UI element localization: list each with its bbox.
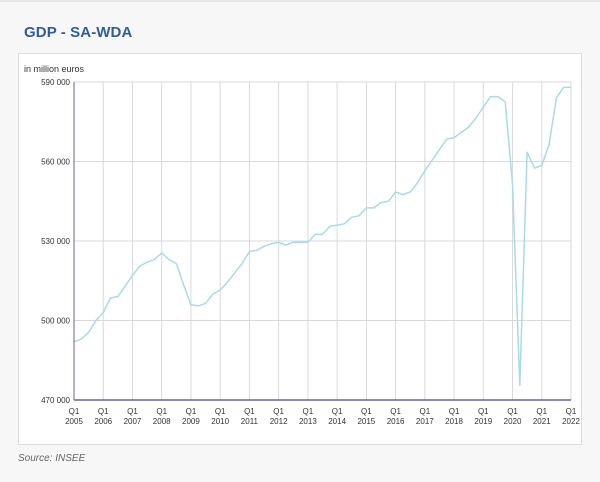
x-tick-year: 2010 bbox=[211, 417, 229, 426]
x-tick-year: 2018 bbox=[445, 417, 463, 426]
x-tick-year: 2020 bbox=[504, 417, 522, 426]
x-tick-year: 2019 bbox=[474, 417, 492, 426]
x-tick-quarter: Q1 bbox=[332, 407, 343, 416]
x-tick-quarter: Q1 bbox=[507, 407, 518, 416]
x-tick-quarter: Q1 bbox=[449, 407, 460, 416]
x-tick-year: 2017 bbox=[416, 417, 434, 426]
x-tick-quarter: Q1 bbox=[69, 407, 80, 416]
y-tick-label: 530 000 bbox=[41, 237, 70, 246]
x-tick-year: 2008 bbox=[153, 417, 171, 426]
x-tick-quarter: Q1 bbox=[361, 407, 372, 416]
x-tick-year: 2007 bbox=[124, 417, 142, 426]
x-tick-quarter: Q1 bbox=[478, 407, 489, 416]
x-tick-quarter: Q1 bbox=[303, 407, 314, 416]
x-tick-year: 2021 bbox=[533, 417, 551, 426]
x-tick-year: 2014 bbox=[328, 417, 346, 426]
x-tick-quarter: Q1 bbox=[419, 407, 430, 416]
top-rule bbox=[0, 0, 600, 2]
x-tick-year: 2022 bbox=[562, 417, 580, 426]
x-tick-year: 2013 bbox=[299, 417, 317, 426]
x-tick-quarter: Q1 bbox=[536, 407, 547, 416]
x-tick-year: 2015 bbox=[357, 417, 375, 426]
x-tick-quarter: Q1 bbox=[273, 407, 284, 416]
x-tick-year: 2011 bbox=[241, 417, 259, 426]
x-tick-quarter: Q1 bbox=[390, 407, 401, 416]
y-tick-label: 560 000 bbox=[41, 158, 70, 167]
y-tick-label: 590 000 bbox=[41, 78, 70, 87]
gdp-series-line bbox=[73, 86, 571, 387]
y-tick-label: 470 000 bbox=[41, 396, 70, 405]
x-tick-labels: Q12005Q12006Q12007Q12008Q12009Q12010Q120… bbox=[65, 407, 580, 426]
x-tick-quarter: Q1 bbox=[156, 407, 167, 416]
x-tick-year: 2016 bbox=[387, 417, 405, 426]
chart-panel bbox=[18, 53, 582, 445]
x-tick-quarter: Q1 bbox=[244, 407, 255, 416]
x-tick-quarter: Q1 bbox=[98, 407, 109, 416]
chart-title: GDP - SA-WDA bbox=[24, 24, 133, 41]
y-tick-labels: 470 000 500 000 530 000 560 000 590 000 bbox=[41, 78, 70, 405]
x-tick-quarter: Q1 bbox=[127, 407, 138, 416]
x-tick-quarter: Q1 bbox=[186, 407, 197, 416]
grid-lines bbox=[73, 81, 572, 400]
y-axis-label: in million euros bbox=[24, 64, 85, 74]
source-note: Source: INSEE bbox=[18, 453, 86, 464]
x-tick-year: 2005 bbox=[65, 417, 83, 426]
x-tick-year: 2009 bbox=[182, 417, 200, 426]
x-tick-year: 2012 bbox=[270, 417, 288, 426]
x-tick-year: 2006 bbox=[94, 417, 112, 426]
y-tick-label: 500 000 bbox=[41, 317, 70, 326]
x-tick-quarter: Q1 bbox=[566, 407, 577, 416]
x-tick-quarter: Q1 bbox=[215, 407, 226, 416]
